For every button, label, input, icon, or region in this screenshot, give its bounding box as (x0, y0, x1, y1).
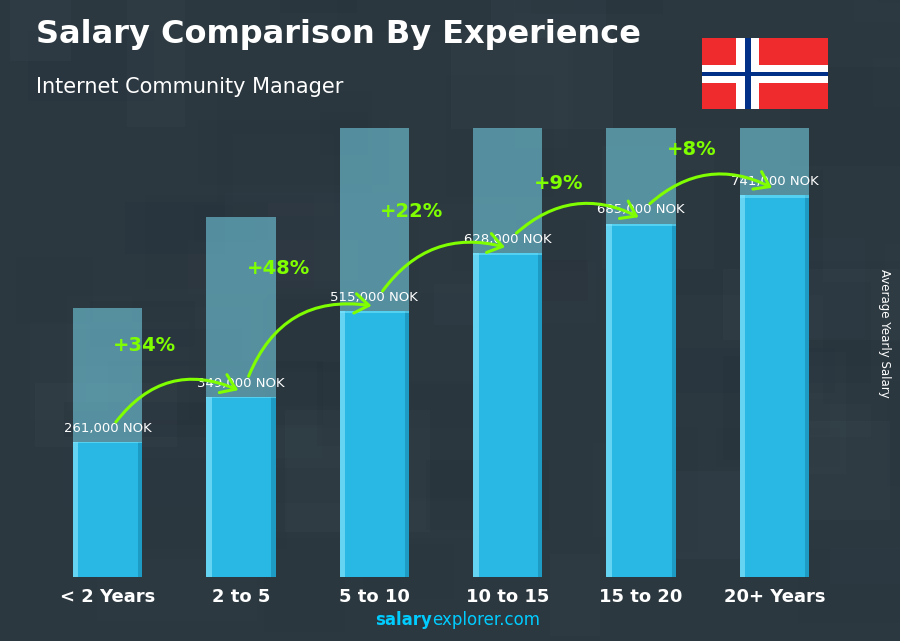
Text: 515,000 NOK: 515,000 NOK (330, 291, 419, 304)
FancyArrowPatch shape (382, 233, 502, 291)
Bar (473, 253, 543, 577)
Bar (339, 312, 346, 577)
Text: +34%: +34% (113, 336, 176, 355)
Bar (138, 442, 142, 577)
FancyArrowPatch shape (116, 375, 236, 422)
Text: 685,000 NOK: 685,000 NOK (598, 203, 685, 217)
Bar (206, 217, 275, 398)
Text: 261,000 NOK: 261,000 NOK (64, 422, 151, 435)
Text: 349,000 NOK: 349,000 NOK (197, 377, 284, 390)
Bar (740, 195, 745, 577)
Text: +8%: +8% (667, 140, 716, 159)
Bar (740, 0, 809, 197)
Text: Internet Community Manager: Internet Community Manager (36, 77, 344, 97)
Text: salary: salary (375, 612, 432, 629)
Text: Salary Comparison By Experience: Salary Comparison By Experience (36, 19, 641, 50)
Bar (736, 38, 760, 109)
FancyArrowPatch shape (650, 172, 770, 204)
Bar (702, 72, 828, 76)
Text: +48%: +48% (247, 259, 310, 278)
Text: 628,000 NOK: 628,000 NOK (464, 233, 552, 246)
Bar (405, 312, 409, 577)
Bar (702, 65, 828, 83)
Bar (607, 0, 676, 226)
Text: 741,000 NOK: 741,000 NOK (731, 174, 818, 188)
Bar (73, 442, 78, 577)
Text: Average Yearly Salary: Average Yearly Salary (878, 269, 890, 397)
Bar (339, 46, 409, 313)
Text: +22%: +22% (380, 202, 444, 221)
Bar (745, 38, 751, 109)
Bar (671, 224, 676, 577)
Bar (607, 224, 612, 577)
Bar (272, 397, 275, 577)
FancyArrowPatch shape (517, 201, 636, 233)
Bar (339, 312, 409, 577)
Bar (740, 195, 809, 577)
Text: explorer.com: explorer.com (432, 612, 540, 629)
Bar (73, 308, 142, 444)
Bar (538, 253, 543, 577)
FancyArrowPatch shape (248, 294, 369, 376)
Bar (473, 0, 543, 256)
Bar (73, 442, 142, 577)
Text: +9%: +9% (534, 174, 583, 193)
Bar (607, 224, 676, 577)
Bar (206, 397, 275, 577)
Bar (206, 397, 211, 577)
Bar (805, 195, 809, 577)
Bar (473, 253, 479, 577)
